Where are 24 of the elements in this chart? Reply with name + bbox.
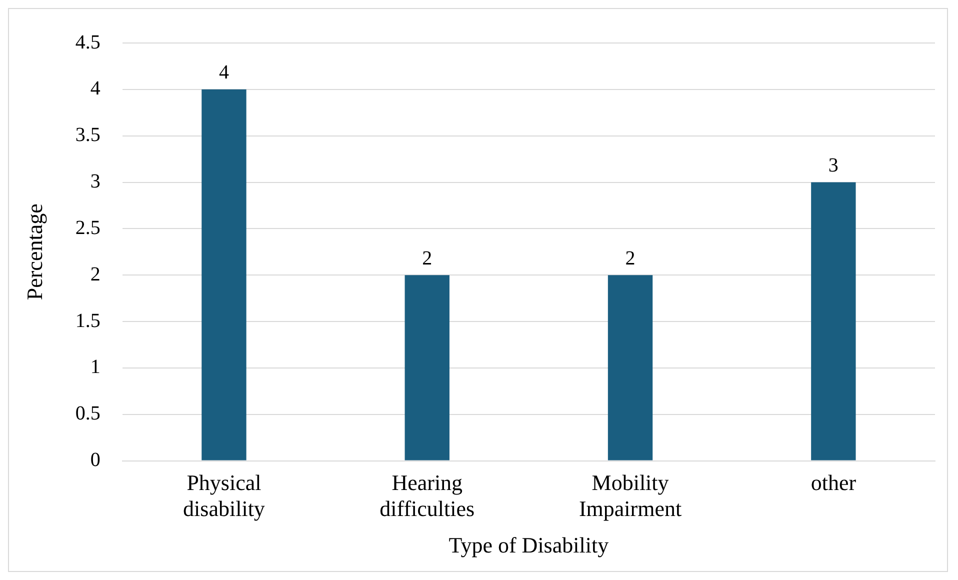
y-tick-label: 1 bbox=[90, 356, 100, 378]
y-tick-label: 0 bbox=[90, 449, 100, 472]
y-tick-label: 0.5 bbox=[75, 402, 100, 425]
bar bbox=[608, 275, 653, 460]
y-tick-label: 3 bbox=[90, 170, 100, 193]
data-label: 4 bbox=[218, 62, 229, 84]
bar bbox=[404, 275, 450, 460]
y-tick-label: 3.5 bbox=[75, 124, 100, 146]
x-tick-label: Physical disability bbox=[183, 470, 265, 522]
data-label: 2 bbox=[422, 247, 432, 270]
y-tick-label: 2.5 bbox=[75, 216, 100, 239]
y-tick-label: 4 bbox=[90, 78, 100, 100]
x-tick-label: Mobility Impairment bbox=[578, 470, 682, 522]
x-tick-label: other bbox=[810, 470, 857, 495]
data-label: 3 bbox=[828, 154, 838, 177]
data-label: 2 bbox=[625, 247, 636, 270]
bar bbox=[811, 182, 856, 460]
y-tick-label: 1.5 bbox=[75, 310, 100, 332]
y-axis-title: Percentage bbox=[22, 204, 47, 300]
y-tick-label: 4.5 bbox=[75, 31, 100, 54]
x-axis-title: Type of Disability bbox=[448, 532, 609, 558]
x-tick-label: Hearing difficulties bbox=[380, 470, 475, 522]
y-tick-label: 2 bbox=[90, 263, 100, 286]
bar bbox=[202, 89, 246, 460]
